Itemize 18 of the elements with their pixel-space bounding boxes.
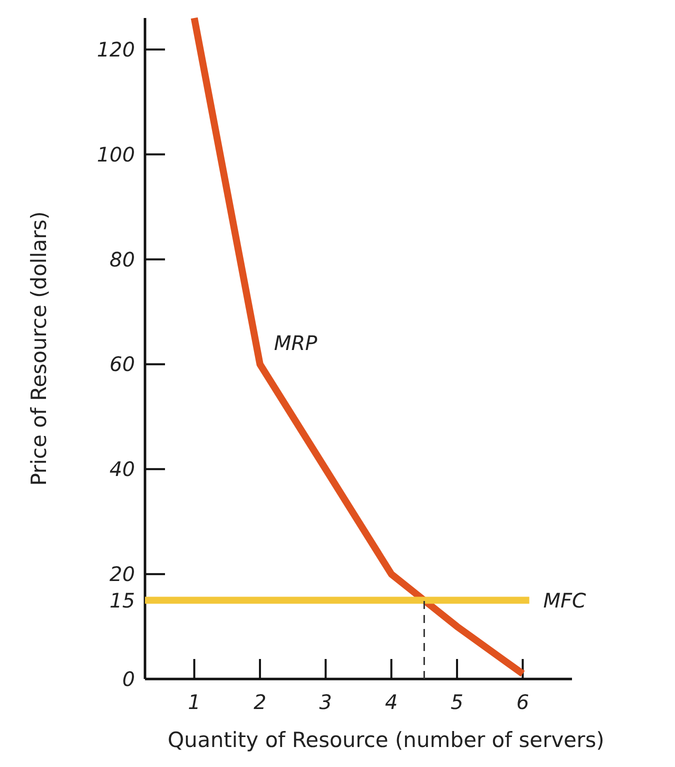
y-tick-label: 40 — [110, 457, 135, 482]
y-tick-label: 15 — [110, 588, 135, 612]
y-tick-label: 20 — [110, 562, 135, 586]
y-tick-label: 120 — [96, 37, 135, 62]
x-tick-label: 2 — [254, 690, 266, 714]
series-label: MRP — [274, 331, 318, 356]
x-tick-label: 4 — [384, 690, 398, 714]
y-tick-label: 60 — [110, 352, 135, 376]
y-tick-label: 0 — [122, 667, 135, 691]
y-tick-label: 80 — [110, 247, 135, 272]
x-tick-label: 6 — [516, 690, 530, 714]
y-axis-title: Price of Resource (dollars) — [27, 211, 51, 486]
x-tick-label: 3 — [319, 690, 332, 714]
x-tick-label: 5 — [450, 690, 464, 714]
x-axis-title: Quantity of Resource (number of servers) — [168, 728, 604, 752]
x-tick-label: 1 — [188, 690, 201, 714]
y-tick-label: 100 — [96, 142, 135, 166]
series-label: MFC — [543, 588, 586, 612]
